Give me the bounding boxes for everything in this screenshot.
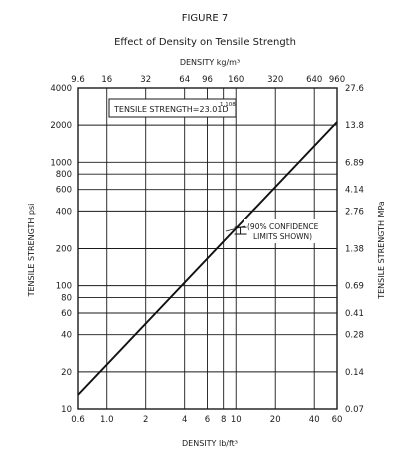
x-tick-label: 10 (231, 415, 242, 425)
note-line-2: LIMITS SHOWN) (253, 232, 312, 241)
y-tick-label: 80 (61, 294, 72, 304)
formula-box-frame (108, 98, 237, 118)
right-tick-label: 0.14 (345, 368, 364, 378)
y-tick-label: 10 (61, 405, 72, 415)
top-tick-label: 32 (140, 75, 151, 85)
x-tick-label: 4 (182, 415, 187, 425)
series-layer (77, 121, 338, 396)
right-tick-label: 27.6 (345, 84, 364, 94)
x-tick-label: 60 (332, 415, 343, 425)
confidence-note: (90% CONFIDENCE LIMITS SHOWN) (225, 219, 322, 243)
x-tick-label: 20 (270, 415, 281, 425)
x-tick-label: 2 (143, 415, 148, 425)
y-tick-label: 100 (56, 282, 72, 292)
top-tick-label: 9.6 (71, 75, 85, 85)
right-tick-label: 0.41 (345, 309, 364, 319)
chart-title: Effect of Density on Tensile Strength (114, 37, 296, 48)
y-tick-label: 60 (61, 309, 72, 319)
plot-frame (77, 87, 338, 410)
top-tick-label: 960 (329, 75, 345, 85)
right-tick-label: 0.28 (345, 331, 364, 341)
x-tick-label: 40 (309, 415, 320, 425)
top-tick-labels: 9.6 16 32 64 96 160 320 640 960 (71, 75, 345, 85)
right-tick-label: 1.38 (345, 245, 364, 255)
confidence-marker (234, 226, 247, 235)
y-tick-label: 800 (56, 170, 72, 180)
top-tick-label: 640 (306, 75, 322, 85)
x-tick-label: 0.6 (71, 415, 85, 425)
right-tick-label: 6.89 (345, 158, 364, 168)
note-background (244, 219, 322, 243)
y-tick-label: 2000 (50, 121, 72, 131)
note-line-1: (90% CONFIDENCE (247, 222, 319, 231)
right-tick-label: 4.14 (345, 186, 364, 196)
formula-annotation: TENSILE STRENGTH=23.01D 1.108 (108, 98, 237, 118)
x-tick-label: 8 (221, 415, 226, 425)
bottom-tick-labels: 0.6 1.0 2 4 6 8 10 20 40 60 (71, 415, 342, 425)
x-tick-label: 6 (205, 415, 210, 425)
right-tick-label: 2.76 (345, 207, 364, 217)
x-tick-label: 1.0 (100, 415, 114, 425)
top-tick-label: 64 (179, 75, 190, 85)
y-tick-label: 600 (56, 186, 72, 196)
right-tick-label: 0.69 (345, 282, 364, 292)
left-axis-label: TENSILE STRENGTH psi (27, 204, 36, 298)
formula-exponent: 1.108 (220, 102, 236, 108)
y-tick-label: 4000 (50, 84, 72, 94)
formula-text: TENSILE STRENGTH=23.01D (113, 105, 229, 114)
top-tick-label: 160 (228, 75, 244, 85)
bottom-axis-label: DENSITY lb/ft³ (182, 439, 238, 448)
y-tick-label: 1000 (50, 158, 72, 168)
top-tick-label: 96 (202, 75, 213, 85)
top-tick-label: 16 (101, 75, 112, 85)
y-tick-label: 400 (56, 207, 72, 217)
y-tick-label: 40 (61, 331, 72, 341)
left-tick-labels: 4000 2000 1000 800 600 400 200 100 80 60 40 20 10 (50, 84, 72, 415)
y-tick-label: 200 (56, 245, 72, 255)
right-tick-labels: 27.6 13.8 6.89 4.14 2.76 1.38 0.69 0.41 0.28 0.14… (345, 84, 364, 415)
series-line (77, 121, 338, 396)
figure-label: FIGURE 7 (182, 13, 229, 24)
top-axis-label: DENSITY kg/m³ (180, 58, 240, 67)
top-tick-label: 320 (267, 75, 283, 85)
y-tick-label: 20 (61, 368, 72, 378)
right-axis-label: TENSILE STRENGTH MPa (377, 201, 386, 300)
right-tick-label: 13.8 (345, 121, 364, 131)
horizontal-gridlines (78, 124, 337, 373)
right-tick-label: 0.07 (345, 405, 364, 415)
